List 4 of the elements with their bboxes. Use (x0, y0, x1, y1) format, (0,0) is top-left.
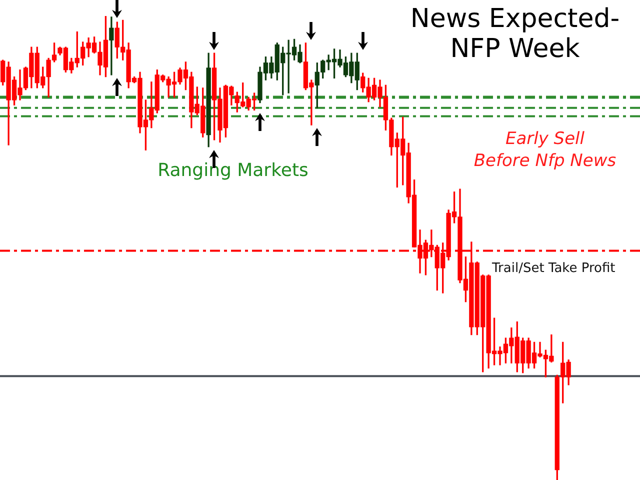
ref-line-label: Trail/Set Take Profit (491, 261, 616, 276)
chart-title: News Expected- NFP Week (409, 4, 621, 64)
annotation: Early Sell Before Nfp News (472, 128, 618, 172)
annotation: Ranging Markets (156, 160, 310, 182)
